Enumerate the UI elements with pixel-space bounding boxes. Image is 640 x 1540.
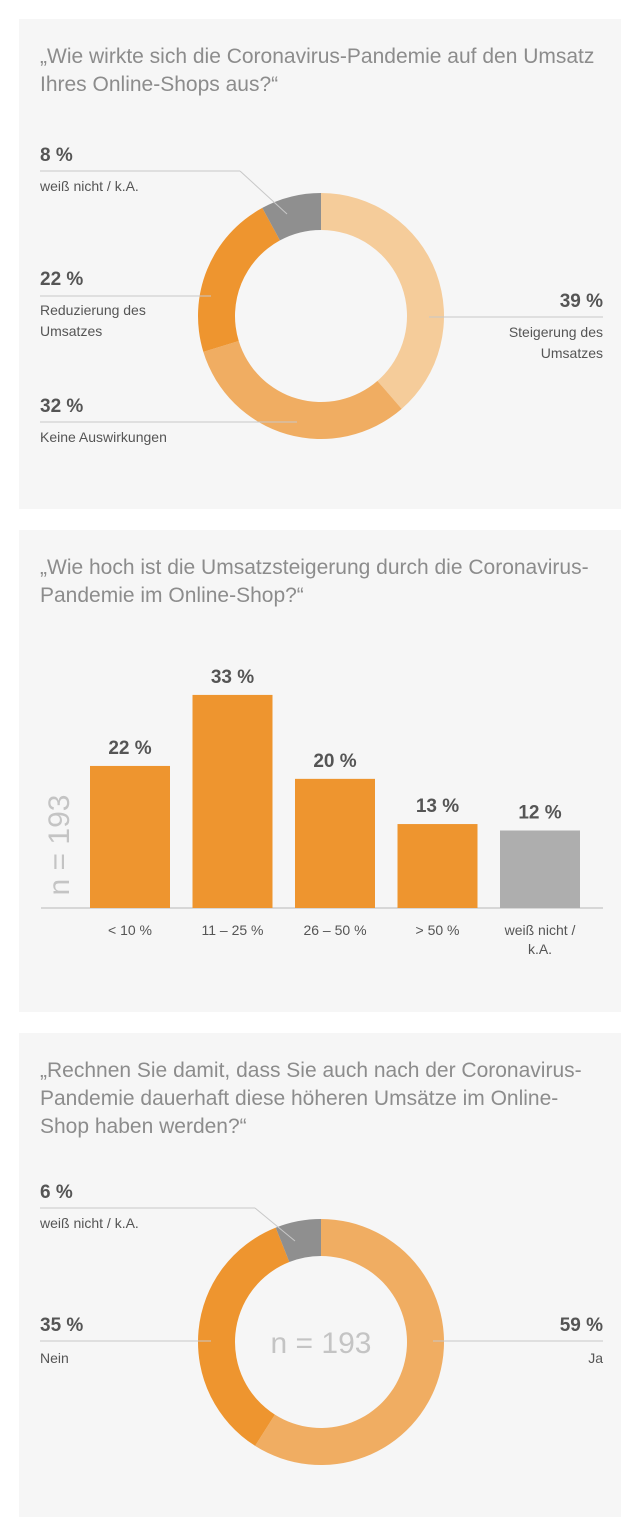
- slice-category-label: Ja: [588, 1350, 603, 1366]
- slice-percent-label: 32 %: [40, 396, 83, 417]
- slice-category-label: weiß nicht / k.A.: [39, 1215, 139, 1231]
- x-tick-label: k.A.: [528, 941, 552, 957]
- impact-chart-panel: „Wie wirkte sich die Coronavirus-Pandemi…: [19, 19, 621, 509]
- slice-category-label: Umsatzes: [40, 323, 102, 339]
- bar-value-label: 13 %: [416, 796, 459, 817]
- bar-value-label: 33 %: [211, 667, 254, 688]
- chart-title: „Wie hoch ist die Umsatzsteigerung durch…: [40, 556, 589, 607]
- bar: [397, 824, 478, 908]
- increase-chart-panel: „Wie hoch ist die Umsatzsteigerung durch…: [19, 530, 621, 1012]
- donut-slice: [321, 193, 445, 409]
- x-tick-label: > 50 %: [416, 922, 460, 938]
- chart-title: „Wie wirkte sich die Coronavirus-Pandemi…: [40, 45, 595, 96]
- donut-slice: [198, 1227, 290, 1446]
- impact-donut-chart: 39 % Steigerung des Umsatzes 32 % Keine Ausw…: [39, 145, 603, 445]
- slice-category-label: Nein: [40, 1350, 69, 1366]
- leader-line: [254, 1207, 296, 1242]
- y-axis-label: n = 193: [43, 795, 76, 896]
- donut-slice: [198, 207, 280, 352]
- bar: [500, 830, 580, 908]
- donut-slice: [203, 341, 402, 439]
- outlook-chart-panel: „Rechnen Sie damit, dass Sie auch nach d…: [19, 1033, 621, 1517]
- slice-category-label: Keine Auswirkungen: [40, 429, 167, 445]
- leader-line: [239, 170, 288, 215]
- chart-title: „Rechnen Sie damit, dass Sie auch nach d…: [40, 1059, 582, 1138]
- bar-value-label: 12 %: [518, 803, 561, 824]
- slice-category-label: weiß nicht / k.A.: [39, 178, 139, 194]
- bar: [295, 778, 375, 908]
- sample-size-label: n = 193: [271, 1327, 372, 1360]
- slice-category-label: Steigerung des: [509, 324, 603, 340]
- bar-value-label: 22 %: [108, 738, 151, 759]
- outlook-donut-chart: 59 % Ja 35 % Nein 6 % weiß nicht / k.A. n = 19…: [39, 1182, 603, 1465]
- increase-bar-chart: n = 193 22 % < 10 % 33 % 11 – 25 % 20 % 26 – 5…: [41, 667, 603, 957]
- slice-percent-label: 35 %: [40, 1315, 83, 1336]
- slice-percent-label: 8 %: [40, 145, 73, 166]
- bar-value-label: 20 %: [313, 751, 356, 772]
- slice-percent-label: 6 %: [40, 1182, 73, 1203]
- x-tick-label: 26 – 50 %: [303, 922, 366, 938]
- slice-percent-label: 39 %: [560, 291, 603, 312]
- x-tick-label: < 10 %: [108, 922, 152, 938]
- slice-percent-label: 59 %: [560, 1315, 603, 1336]
- slice-category-label: Reduzierung des: [40, 302, 146, 318]
- x-tick-label: weiß nicht /: [504, 922, 576, 938]
- slice-category-label: Umsatzes: [541, 345, 603, 361]
- x-tick-label: 11 – 25 %: [201, 922, 263, 938]
- bar: [192, 694, 273, 908]
- slice-percent-label: 22 %: [40, 269, 83, 290]
- donut-slice: [275, 1219, 321, 1263]
- bar: [90, 765, 170, 908]
- donut-slice: [255, 1219, 445, 1465]
